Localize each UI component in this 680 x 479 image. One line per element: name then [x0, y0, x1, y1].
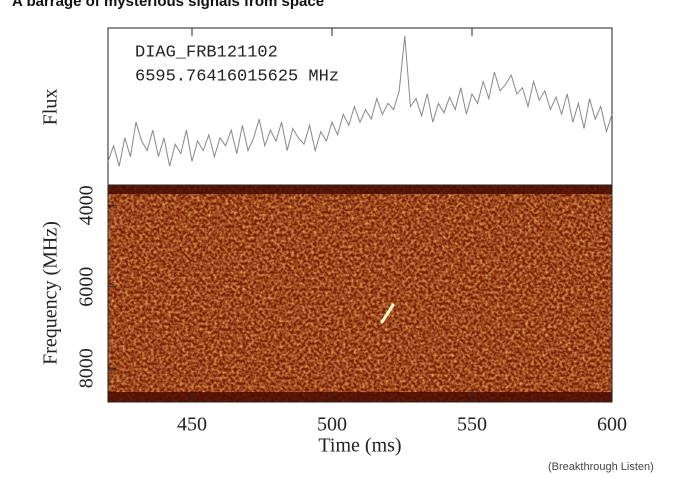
x-axis-label: Time (ms): [318, 435, 401, 457]
x-tick-label: 550: [457, 414, 487, 436]
y-axis-label: Frequency (MHz): [40, 221, 62, 365]
annotation: DIAG_FRB121102: [135, 43, 278, 62]
y-axis-label: Flux: [40, 89, 62, 126]
heatmap-frame: [107, 184, 613, 403]
page-title: A barrage of mysterious signals from spa…: [12, 0, 324, 10]
x-tick-label: 450: [177, 414, 207, 436]
y-tick-label: 8000: [76, 348, 98, 388]
x-tick-label: 500: [317, 414, 347, 436]
annotation: 6595.76416015625 MHz: [135, 67, 339, 86]
y-tick-label: 6000: [76, 267, 98, 307]
flux-line: [107, 35, 613, 167]
y-tick-label: 4000: [76, 185, 98, 225]
credit: (Breakthrough Listen): [548, 461, 654, 473]
x-tick-label: 600: [597, 414, 627, 436]
dynamic-spectrum: [108, 185, 612, 402]
